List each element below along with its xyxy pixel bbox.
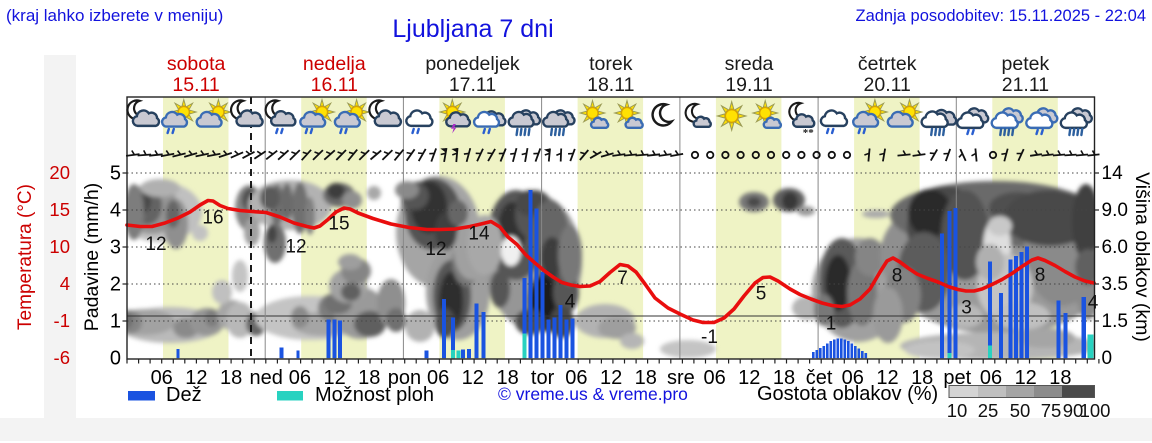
svg-text:ned: ned — [250, 367, 283, 389]
svg-text:sobota: sobota — [167, 53, 226, 75]
svg-text:1.5: 1.5 — [1102, 311, 1128, 332]
svg-text:12: 12 — [285, 237, 306, 258]
svg-text:06: 06 — [565, 367, 587, 389]
svg-text:90: 90 — [1063, 400, 1084, 421]
svg-text:18.11: 18.11 — [587, 74, 634, 96]
svg-text:Možnost ploh: Možnost ploh — [315, 384, 434, 406]
svg-text:6.0: 6.0 — [1102, 237, 1128, 258]
svg-text:15: 15 — [49, 199, 70, 220]
svg-text:06: 06 — [289, 367, 311, 389]
svg-text:06: 06 — [842, 367, 864, 389]
svg-text:10: 10 — [947, 400, 968, 421]
svg-text:petek: petek — [1002, 53, 1050, 75]
svg-text:06: 06 — [151, 367, 173, 389]
svg-text:Temperatura (°C): Temperatura (°C) — [15, 184, 36, 330]
svg-text:8: 8 — [1035, 265, 1046, 286]
svg-text:20.11: 20.11 — [864, 74, 911, 96]
svg-text:20: 20 — [49, 162, 70, 183]
svg-text:17.11: 17.11 — [449, 74, 496, 96]
svg-text:19.11: 19.11 — [725, 74, 772, 96]
svg-text:-1: -1 — [54, 310, 70, 331]
svg-text:nedelja: nedelja — [303, 53, 366, 75]
svg-text:18: 18 — [358, 367, 380, 389]
svg-text:12: 12 — [1015, 367, 1037, 389]
svg-text:-6: -6 — [54, 347, 70, 368]
svg-text:Višina oblakov (km): Višina oblakov (km) — [1131, 172, 1152, 342]
svg-text:14: 14 — [1102, 163, 1124, 184]
svg-text:0: 0 — [110, 348, 121, 370]
svg-text:7: 7 — [617, 268, 628, 289]
svg-text:**: ** — [803, 127, 815, 139]
svg-text:5: 5 — [110, 163, 121, 185]
svg-text:100: 100 — [1080, 400, 1111, 421]
svg-text:18: 18 — [635, 367, 657, 389]
svg-text:3: 3 — [961, 298, 972, 319]
svg-text:18: 18 — [1049, 367, 1071, 389]
svg-text:12: 12 — [425, 239, 446, 260]
svg-text:06: 06 — [703, 367, 725, 389]
svg-text:8: 8 — [892, 266, 903, 287]
svg-text:06: 06 — [427, 367, 449, 389]
svg-text:3: 3 — [110, 237, 121, 259]
svg-text:25: 25 — [978, 400, 999, 421]
svg-text:12: 12 — [185, 367, 207, 389]
svg-text:© vreme.us & vreme.pro: © vreme.us & vreme.pro — [498, 384, 688, 404]
svg-text:21.11: 21.11 — [1002, 74, 1049, 96]
svg-text:torek: torek — [589, 53, 633, 75]
svg-text:75: 75 — [1041, 400, 1062, 421]
svg-text:12: 12 — [738, 367, 760, 389]
svg-text:ponedeljek: ponedeljek — [425, 53, 520, 75]
svg-text:3.5: 3.5 — [1102, 274, 1128, 295]
svg-text:5: 5 — [756, 284, 767, 305]
svg-text:14: 14 — [468, 224, 490, 245]
svg-text:12: 12 — [462, 367, 484, 389]
svg-text:9.0: 9.0 — [1102, 200, 1128, 221]
svg-text:pet: pet — [943, 367, 971, 389]
svg-text:2: 2 — [110, 274, 121, 296]
svg-text:15.11: 15.11 — [172, 74, 219, 96]
svg-text:4: 4 — [110, 200, 121, 222]
svg-text:12: 12 — [876, 367, 898, 389]
svg-text:12: 12 — [600, 367, 622, 389]
svg-text:0: 0 — [1102, 348, 1113, 369]
svg-text:12: 12 — [323, 367, 345, 389]
svg-text:18: 18 — [911, 367, 933, 389]
svg-text:sreda: sreda — [725, 53, 774, 75]
svg-text:4: 4 — [1088, 293, 1099, 314]
svg-text:tor: tor — [531, 367, 555, 389]
svg-text:16.11: 16.11 — [311, 74, 358, 96]
svg-text:(kraj lahko izberete v meniju): (kraj lahko izberete v meniju) — [6, 6, 223, 25]
svg-text:1: 1 — [110, 311, 121, 333]
svg-text:sre: sre — [667, 367, 695, 389]
svg-text:18: 18 — [496, 367, 518, 389]
svg-text:Gostota oblakov (%): Gostota oblakov (%) — [757, 383, 938, 405]
svg-text:06: 06 — [980, 367, 1002, 389]
svg-text:-1: -1 — [701, 327, 718, 348]
svg-text:1: 1 — [826, 314, 837, 335]
svg-text:pon: pon — [388, 367, 421, 389]
svg-text:18: 18 — [220, 367, 242, 389]
svg-text:10: 10 — [49, 236, 70, 257]
svg-text:Ljubljana 7 dni: Ljubljana 7 dni — [392, 15, 553, 43]
svg-text:4: 4 — [60, 273, 70, 294]
svg-text:18: 18 — [773, 367, 795, 389]
svg-text:50: 50 — [1010, 400, 1031, 421]
svg-text:čet: čet — [806, 367, 833, 389]
svg-text:Padavine (mm/h): Padavine (mm/h) — [81, 183, 103, 331]
svg-text:15: 15 — [328, 214, 349, 235]
svg-text:Zadnja posodobitev: 15.11.2025: Zadnja posodobitev: 15.11.2025 - 22:04 — [856, 7, 1147, 25]
svg-text:4: 4 — [565, 292, 576, 313]
svg-text:16: 16 — [202, 208, 223, 229]
svg-text:12: 12 — [145, 234, 166, 255]
svg-text:Dež: Dež — [166, 384, 202, 406]
svg-text:četrtek: četrtek — [858, 53, 917, 75]
